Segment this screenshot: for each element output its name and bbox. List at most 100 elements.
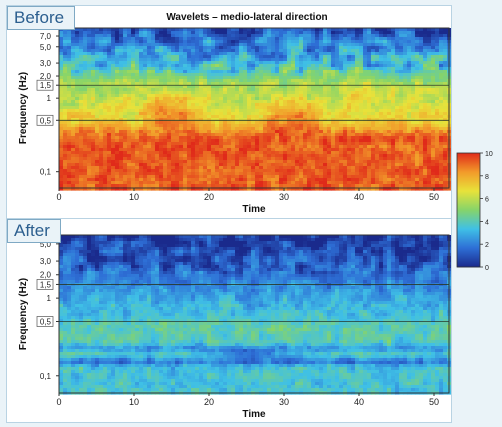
- heatmap-cell: [147, 28, 152, 32]
- heatmap-cell: [163, 124, 168, 128]
- heatmap-cell: [243, 52, 248, 56]
- heatmap-cell: [371, 94, 376, 98]
- heatmap-cell: [251, 187, 256, 191]
- heatmap-cell: [387, 142, 392, 146]
- heatmap-cell: [263, 79, 268, 83]
- heatmap-cell: [111, 70, 116, 74]
- heatmap-cell: [299, 154, 304, 158]
- heatmap-cell: [207, 118, 212, 122]
- heatmap-cell: [403, 64, 408, 68]
- heatmap-cell: [271, 52, 276, 56]
- heatmap-cell: [203, 94, 208, 98]
- heatmap-cell: [323, 130, 328, 134]
- heatmap-cell: [247, 79, 252, 83]
- heatmap-cell: [395, 34, 400, 38]
- heatmap-cell: [347, 37, 352, 41]
- heatmap-cell: [155, 124, 160, 128]
- heatmap-cell: [379, 67, 384, 71]
- heatmap-cell: [111, 76, 116, 80]
- heatmap-cell: [223, 187, 228, 191]
- heatmap-cell: [219, 178, 224, 182]
- heatmap-cell: [383, 130, 388, 134]
- heatmap-cell: [259, 130, 264, 134]
- heatmap-cell: [175, 169, 180, 173]
- heatmap-cell: [359, 91, 364, 95]
- heatmap-cell: [371, 100, 376, 104]
- heatmap-cell: [331, 82, 336, 86]
- heatmap-cell: [327, 181, 332, 185]
- heatmap-cell: [111, 91, 116, 95]
- heatmap-cell: [347, 46, 352, 50]
- heatmap-cell: [327, 142, 332, 146]
- heatmap-cell: [127, 151, 132, 155]
- heatmap-cell: [171, 43, 176, 47]
- heatmap-cell: [343, 178, 348, 182]
- heatmap-cell: [187, 91, 192, 95]
- heatmap-cell: [163, 100, 168, 104]
- heatmap-cell: [239, 64, 244, 68]
- heatmap-cell: [303, 115, 308, 119]
- heatmap-cell: [307, 31, 312, 35]
- heatmap-cell: [283, 133, 288, 137]
- heatmap-cell: [355, 31, 360, 35]
- heatmap-cell: [83, 151, 88, 155]
- heatmap-cell: [115, 115, 120, 119]
- heatmap-cell: [347, 172, 352, 176]
- heatmap-cell: [159, 184, 164, 188]
- heatmap-cell: [191, 103, 196, 107]
- heatmap-cell: [59, 163, 64, 167]
- heatmap-cell: [79, 103, 84, 107]
- heatmap-cell: [283, 49, 288, 53]
- heatmap-cell: [219, 58, 224, 62]
- heatmap-cell: [299, 79, 304, 83]
- heatmap-cell: [271, 172, 276, 176]
- heatmap-cell: [283, 46, 288, 50]
- heatmap-cell: [71, 64, 76, 68]
- heatmap-cell: [83, 82, 88, 86]
- heatmap-cell: [399, 145, 404, 149]
- heatmap-cell: [367, 142, 372, 146]
- heatmap-cell: [383, 37, 388, 41]
- heatmap-cell: [231, 142, 236, 146]
- heatmap-cell: [271, 184, 276, 188]
- heatmap-cell: [179, 142, 184, 146]
- heatmap-cell: [235, 40, 240, 44]
- heatmap-cell: [267, 124, 272, 128]
- heatmap-cell: [151, 151, 156, 155]
- heatmap-cell: [343, 109, 348, 113]
- heatmap-cell: [203, 112, 208, 116]
- heatmap-cell: [327, 184, 332, 188]
- heatmap-cell: [391, 109, 396, 113]
- heatmap-cell: [227, 94, 232, 98]
- heatmap-cell: [271, 70, 276, 74]
- heatmap-cell: [71, 82, 76, 86]
- heatmap-cell: [391, 106, 396, 110]
- heatmap-cell: [147, 145, 152, 149]
- heatmap-cell: [223, 40, 228, 44]
- heatmap-cell: [239, 109, 244, 113]
- heatmap-cell: [71, 43, 76, 47]
- heatmap-cell: [251, 73, 256, 77]
- heatmap-cell: [383, 100, 388, 104]
- heatmap-cell: [131, 163, 136, 167]
- heatmap-cell: [399, 52, 404, 56]
- heatmap-cell: [355, 61, 360, 65]
- heatmap-cell: [399, 73, 404, 77]
- heatmap-cell: [247, 148, 252, 152]
- heatmap-cell: [367, 61, 372, 65]
- heatmap-cell: [239, 91, 244, 95]
- heatmap-cell: [119, 148, 124, 152]
- heatmap-cell: [67, 49, 72, 53]
- heatmap-cell: [255, 166, 260, 170]
- heatmap-cell: [335, 94, 340, 98]
- heatmap-cell: [271, 100, 276, 104]
- heatmap-cell: [79, 151, 84, 155]
- heatmap-cell: [399, 187, 404, 191]
- heatmap-cell: [391, 124, 396, 128]
- heatmap-cell: [367, 145, 372, 149]
- heatmap-cell: [267, 79, 272, 83]
- heatmap-cell: [127, 34, 132, 38]
- heatmap-cell: [355, 73, 360, 77]
- heatmap-cell: [343, 124, 348, 128]
- heatmap-cell: [227, 46, 232, 50]
